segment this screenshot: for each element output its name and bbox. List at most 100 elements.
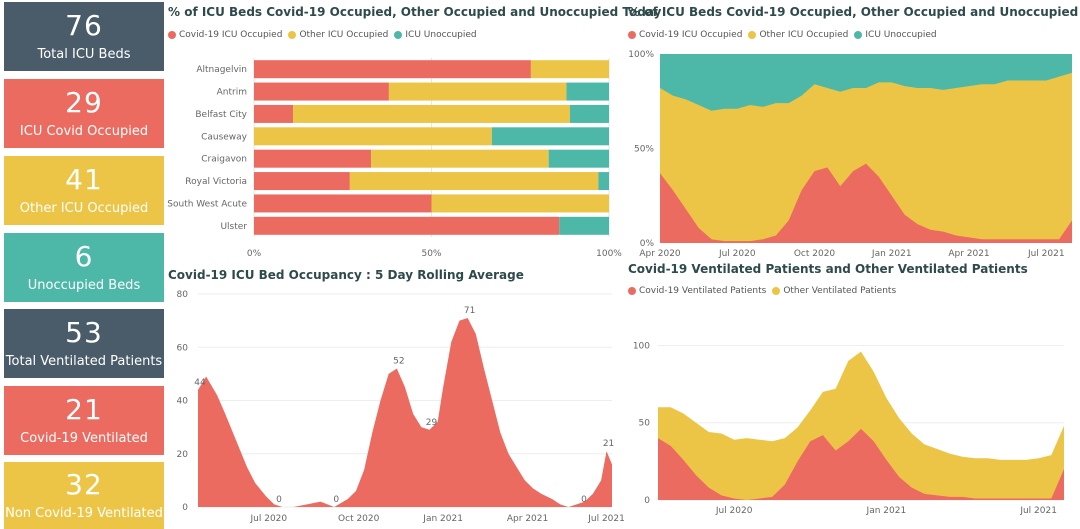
chart-title-ventilated: Covid-19 Ventilated Patients and Other V… [628,262,1028,276]
chart-title-pct-over-time: % of ICU Beds Covid-19 Occupied, Other O… [628,5,1079,19]
legend-item-unoccupied[interactable]: ICU Unoccupied [854,30,937,40]
legend-item-covid[interactable]: Covid-19 ICU Occupied [168,30,282,40]
kpi-label: Non Covid-19 Ventilated [5,505,163,521]
bar-segment [491,127,609,146]
y-tick-label: 60 [177,343,189,353]
x-tick-label: Jan 2021 [866,506,907,516]
data-label: 21 [603,439,614,449]
bar-segment [371,149,549,168]
kpi-label: Covid-19 Ventilated [20,430,148,446]
bar-segment [254,127,492,146]
bar-segment [598,172,609,191]
x-tick-label: 0% [247,249,262,259]
chart-title-today: % of ICU Beds Covid-19 Occupied, Other O… [168,5,662,19]
category-label: Craigavon [201,155,247,165]
legend-item-covid[interactable]: Covid-19 ICU Occupied [628,30,742,40]
x-tick-label: Jan 2021 [871,249,912,259]
bar-segment [254,60,531,79]
legend-item-other[interactable]: Other ICU Occupied [288,30,388,40]
legend-label: Other ICU Occupied [759,30,849,40]
bar-segment [293,104,570,123]
x-tick-label: Apr 2020 [639,249,681,259]
kpi-label: Other ICU Occupied [19,200,149,216]
category-label: Altnagelvin [196,65,247,75]
legend-pct-over-time[interactable]: Covid-19 ICU Occupied Other ICU Occupied… [628,30,943,40]
kpi-value: 32 [65,467,103,501]
kpi-label: ICU Covid Occupied [19,123,149,139]
bar-segment [254,194,432,213]
y-tick-label: 50% [634,145,654,155]
kpi-total-ventilated: 53 Total Ventilated Patients [4,309,164,378]
kpi-label: Total ICU Beds [37,46,131,62]
category-label: South West Acute [167,199,247,209]
bar-segment [254,172,350,191]
x-tick-label: 50% [421,249,441,259]
y-tick-label: 100 [633,341,650,351]
x-tick-label: Jul 2020 [715,506,753,516]
legend-label: Other ICU Occupied [299,30,389,40]
area-other-ventilated [658,351,1064,500]
bar-segment [559,216,609,235]
area-covid-rolling [198,317,612,507]
legend-item-unoccupied[interactable]: ICU Unoccupied [394,30,477,40]
kpi-non-covid-ventilated: 32 Non Covid-19 Ventilated [4,462,164,529]
data-label: 44 [194,378,206,388]
legend-label: Covid-19 ICU Occupied [639,30,743,40]
bar-segment [254,104,294,123]
x-tick-label: Jul 2020 [250,514,288,524]
kpi-value: 6 [74,239,94,273]
legend-item-other[interactable]: Other ICU Occupied [748,30,848,40]
x-tick-label: Jan 2021 [422,514,463,524]
bar-segment [548,149,609,168]
legend-label: ICU Unoccupied [865,30,937,40]
data-label: 0 [333,495,339,505]
x-tick-label: Jul 2021 [1027,249,1065,259]
x-tick-label: Jul 2021 [1019,506,1057,516]
y-tick-label: 20 [177,450,189,460]
kpi-value: 21 [65,392,103,426]
category-label: Antrim [217,88,247,98]
y-tick-label: 100% [628,50,654,60]
legend-label: Other Ventilated Patients [783,286,897,296]
kpi-value: 76 [65,8,103,42]
data-label: 71 [464,306,475,316]
category-label: Causeway [201,132,248,142]
legend-ventilated[interactable]: Covid-19 Ventilated Patients Other Venti… [628,286,902,296]
area-covid-ventilated [658,428,1064,500]
legend-today[interactable]: Covid-19 ICU Occupied Other ICU Occupied… [168,30,483,40]
bar-segment [254,216,560,235]
kpi-other-icu-occupied: 41 Other ICU Occupied [4,156,164,225]
category-label: Royal Victoria [185,177,247,187]
bar-segment [388,82,567,101]
legend-label: Covid-19 Ventilated Patients [639,286,767,296]
bar-segment [349,172,599,191]
y-tick-label: 80 [177,290,189,300]
x-tick-label: 100% [596,249,622,259]
x-tick-label: Oct 2020 [338,514,380,524]
bar-segment [530,60,609,79]
x-tick-label: Jul 2021 [587,514,625,524]
category-label: Belfast City [195,110,247,120]
legend-label: ICU Unoccupied [405,30,477,40]
y-tick-label: 0 [644,496,650,506]
area-covid [660,163,1072,243]
legend-item-covid-ventilated[interactable]: Covid-19 Ventilated Patients [628,286,766,296]
x-tick-label: Oct 2020 [794,249,836,259]
y-tick-label: 40 [177,397,189,407]
kpi-label: Total Ventilated Patients [5,353,163,369]
data-label: 0 [581,495,587,505]
bar-segment [431,194,609,213]
bar-segment [254,149,372,168]
bar-segment [254,82,389,101]
kpi-value: 53 [65,315,103,349]
x-tick-label: Jul 2020 [718,249,756,259]
data-label: 29 [426,418,438,428]
chart-title-rolling-average: Covid-19 ICU Bed Occupancy : 5 Day Rolli… [168,268,524,282]
x-tick-label: Apr 2021 [948,249,989,259]
y-tick-label: 50 [639,419,651,429]
legend-item-other-ventilated[interactable]: Other Ventilated Patients [772,286,896,296]
